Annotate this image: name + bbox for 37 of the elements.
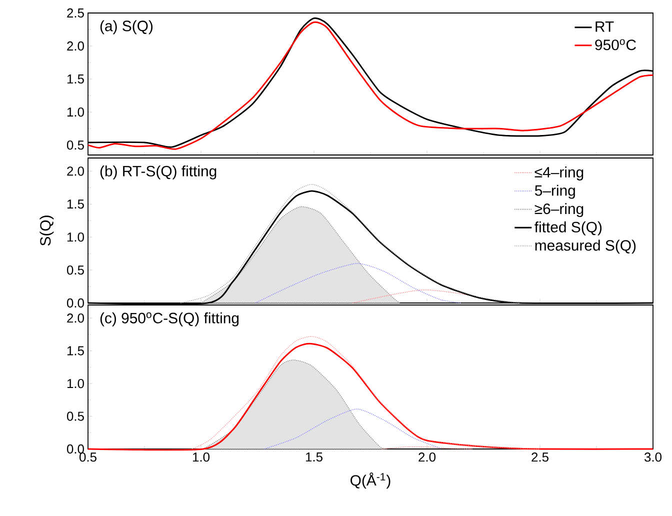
y-tick-label: 0.0 — [66, 298, 84, 308]
x-tick-label: 3.0 — [644, 452, 662, 462]
x-tick-label: 1.5 — [306, 452, 322, 462]
x-axis-title: Q(Å$^{-1}$) — [350, 472, 390, 489]
y-tick-label: 1.5 — [67, 74, 84, 84]
y-tick-label: 0.0 — [66, 444, 84, 454]
chart-title: (b) RT-S(Q) fitting — [100, 165, 216, 180]
y-tick-label: 0.5 — [66, 265, 84, 275]
y-tick-label: 1.0 — [67, 107, 84, 117]
legend-label: ≥6–ring — [534, 203, 584, 218]
x-tick-label: 2.5 — [532, 452, 548, 462]
y-tick-label: 1.5 — [67, 346, 84, 356]
line-series — [264, 408, 441, 450]
y-tick-label: 0.5 — [66, 412, 84, 421]
x-tick-label: 1.0 — [192, 452, 210, 462]
legend-label: 5–ring — [534, 184, 575, 199]
legend-label: ≤4–ring — [534, 166, 584, 180]
y-tick-label: 2.0 — [67, 166, 84, 176]
x-tick-label: 0.5 — [80, 452, 96, 462]
y-tick-label: 1.0 — [67, 232, 84, 242]
y-tick-label: 2.5 — [67, 8, 84, 18]
legend-label: RT — [596, 21, 614, 32]
y-tick-label: 0.5 — [66, 140, 84, 150]
chart-title: (a) S(Q) — [100, 20, 153, 34]
x-tick-label: 2.0 — [418, 452, 436, 462]
y-axis-title: S(Q) — [40, 216, 54, 246]
legend-label: fitted S(Q) — [534, 221, 602, 236]
y-tick-label: 2.0 — [67, 41, 84, 51]
chart-title: (c) 950$^{o}$C-S(Q) fitting — [100, 312, 239, 326]
y-tick-label: 1.5 — [67, 200, 84, 209]
y-tick-label: 1.0 — [67, 378, 84, 388]
legend-label: measured S(Q) — [535, 240, 636, 254]
y-tick-label: 2.0 — [67, 314, 84, 323]
line-series — [254, 263, 462, 304]
line-series — [192, 336, 540, 450]
legend-label: 950$^{o}$C — [595, 39, 636, 50]
line-series — [180, 184, 520, 304]
